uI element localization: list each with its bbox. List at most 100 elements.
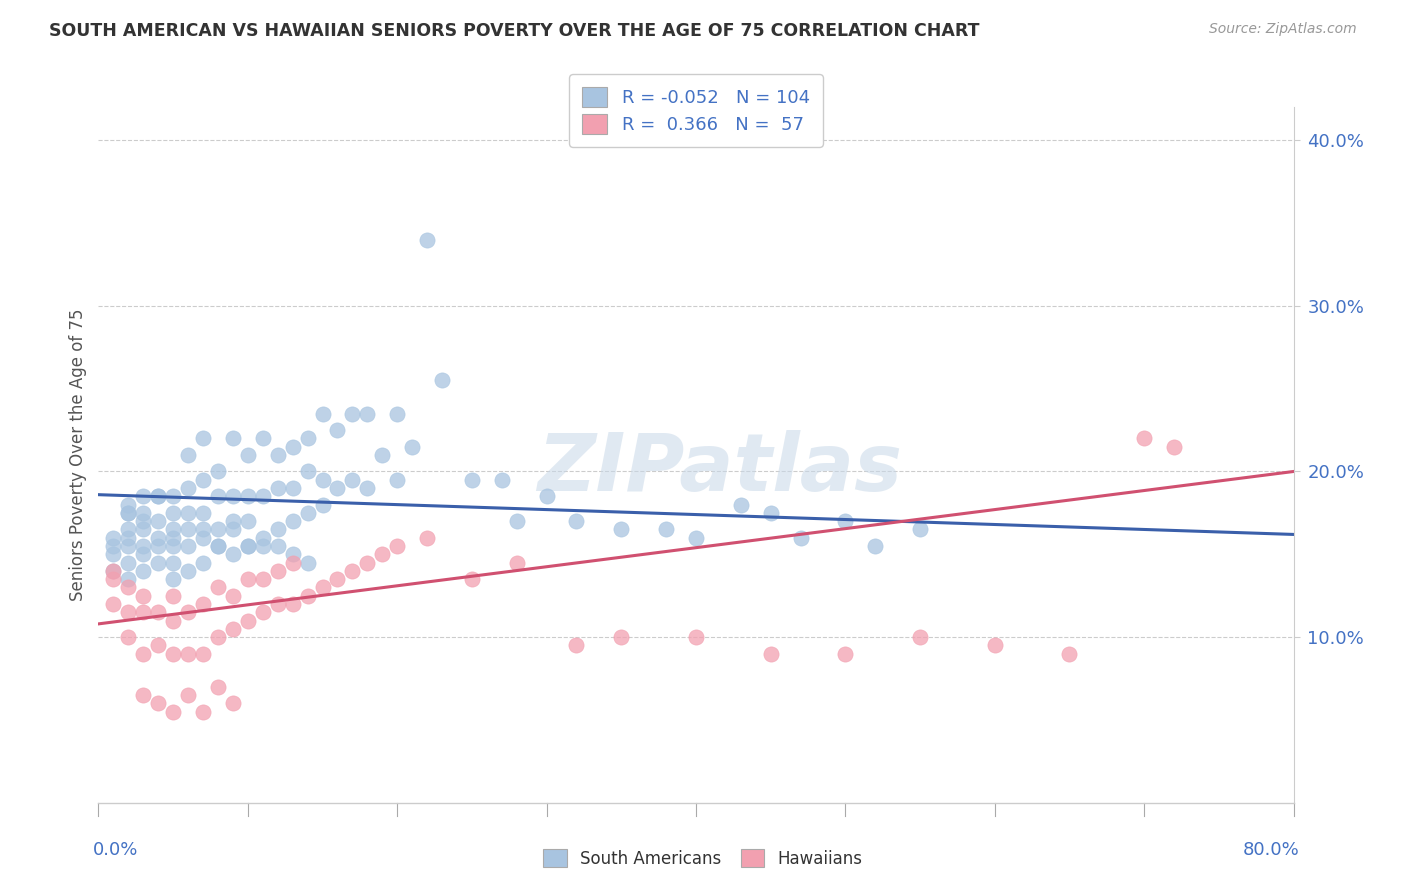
Point: [191, 647, 214, 661]
Point: [267, 481, 290, 495]
Point: [103, 564, 125, 578]
Point: [222, 489, 245, 503]
Point: [191, 556, 214, 570]
Point: [222, 523, 245, 537]
Point: [132, 605, 155, 619]
Point: [685, 531, 707, 545]
Point: [610, 630, 633, 644]
Point: [252, 539, 274, 553]
Point: [207, 465, 229, 479]
Point: [297, 506, 319, 520]
Point: [461, 473, 484, 487]
Point: [132, 539, 155, 553]
Point: [191, 531, 214, 545]
Point: [311, 407, 333, 421]
Point: [177, 539, 200, 553]
Point: [759, 506, 782, 520]
Point: [1059, 647, 1081, 661]
Point: [297, 465, 319, 479]
Point: [356, 481, 378, 495]
Point: [326, 481, 349, 495]
Point: [610, 523, 633, 537]
Point: [207, 539, 229, 553]
Point: [281, 481, 304, 495]
Point: [162, 572, 184, 586]
Point: [148, 639, 170, 653]
Point: [117, 605, 139, 619]
Point: [908, 523, 931, 537]
Point: [834, 514, 856, 528]
Point: [342, 407, 364, 421]
Point: [222, 589, 245, 603]
Point: [132, 547, 155, 561]
Point: [132, 647, 155, 661]
Point: [103, 539, 125, 553]
Point: [177, 605, 200, 619]
Point: [385, 407, 409, 421]
Point: [236, 539, 259, 553]
Point: [236, 614, 259, 628]
Point: [311, 473, 333, 487]
Point: [222, 697, 245, 711]
Point: [207, 581, 229, 595]
Text: Source: ZipAtlas.com: Source: ZipAtlas.com: [1209, 22, 1357, 37]
Point: [132, 489, 155, 503]
Point: [162, 705, 184, 719]
Point: [222, 622, 245, 636]
Point: [148, 514, 170, 528]
Point: [297, 589, 319, 603]
Point: [342, 564, 364, 578]
Point: [491, 473, 513, 487]
Point: [1163, 440, 1185, 454]
Point: [236, 572, 259, 586]
Point: [281, 440, 304, 454]
Text: 0.0%: 0.0%: [93, 841, 138, 859]
Point: [177, 481, 200, 495]
Point: [191, 506, 214, 520]
Point: [356, 556, 378, 570]
Point: [267, 539, 290, 553]
Point: [222, 514, 245, 528]
Text: ZIPatlas: ZIPatlas: [537, 430, 903, 508]
Point: [297, 431, 319, 445]
Point: [385, 473, 409, 487]
Point: [177, 523, 200, 537]
Point: [117, 539, 139, 553]
Point: [1133, 431, 1156, 445]
Point: [117, 523, 139, 537]
Point: [565, 639, 588, 653]
Point: [117, 581, 139, 595]
Point: [177, 506, 200, 520]
Point: [162, 647, 184, 661]
Point: [252, 531, 274, 545]
Point: [103, 547, 125, 561]
Point: [207, 523, 229, 537]
Point: [117, 498, 139, 512]
Point: [267, 597, 290, 611]
Point: [148, 489, 170, 503]
Point: [162, 523, 184, 537]
Point: [281, 597, 304, 611]
Point: [207, 680, 229, 694]
Point: [311, 498, 333, 512]
Point: [148, 556, 170, 570]
Point: [148, 605, 170, 619]
Point: [385, 539, 409, 553]
Point: [908, 630, 931, 644]
Point: [685, 630, 707, 644]
Point: [148, 697, 170, 711]
Point: [117, 556, 139, 570]
Point: [267, 448, 290, 462]
Point: [536, 489, 558, 503]
Point: [222, 431, 245, 445]
Point: [103, 564, 125, 578]
Point: [222, 547, 245, 561]
Point: [236, 448, 259, 462]
Point: [252, 489, 274, 503]
Y-axis label: Seniors Poverty Over the Age of 75: Seniors Poverty Over the Age of 75: [69, 309, 87, 601]
Point: [162, 556, 184, 570]
Point: [236, 514, 259, 528]
Point: [506, 514, 529, 528]
Point: [162, 506, 184, 520]
Point: [342, 473, 364, 487]
